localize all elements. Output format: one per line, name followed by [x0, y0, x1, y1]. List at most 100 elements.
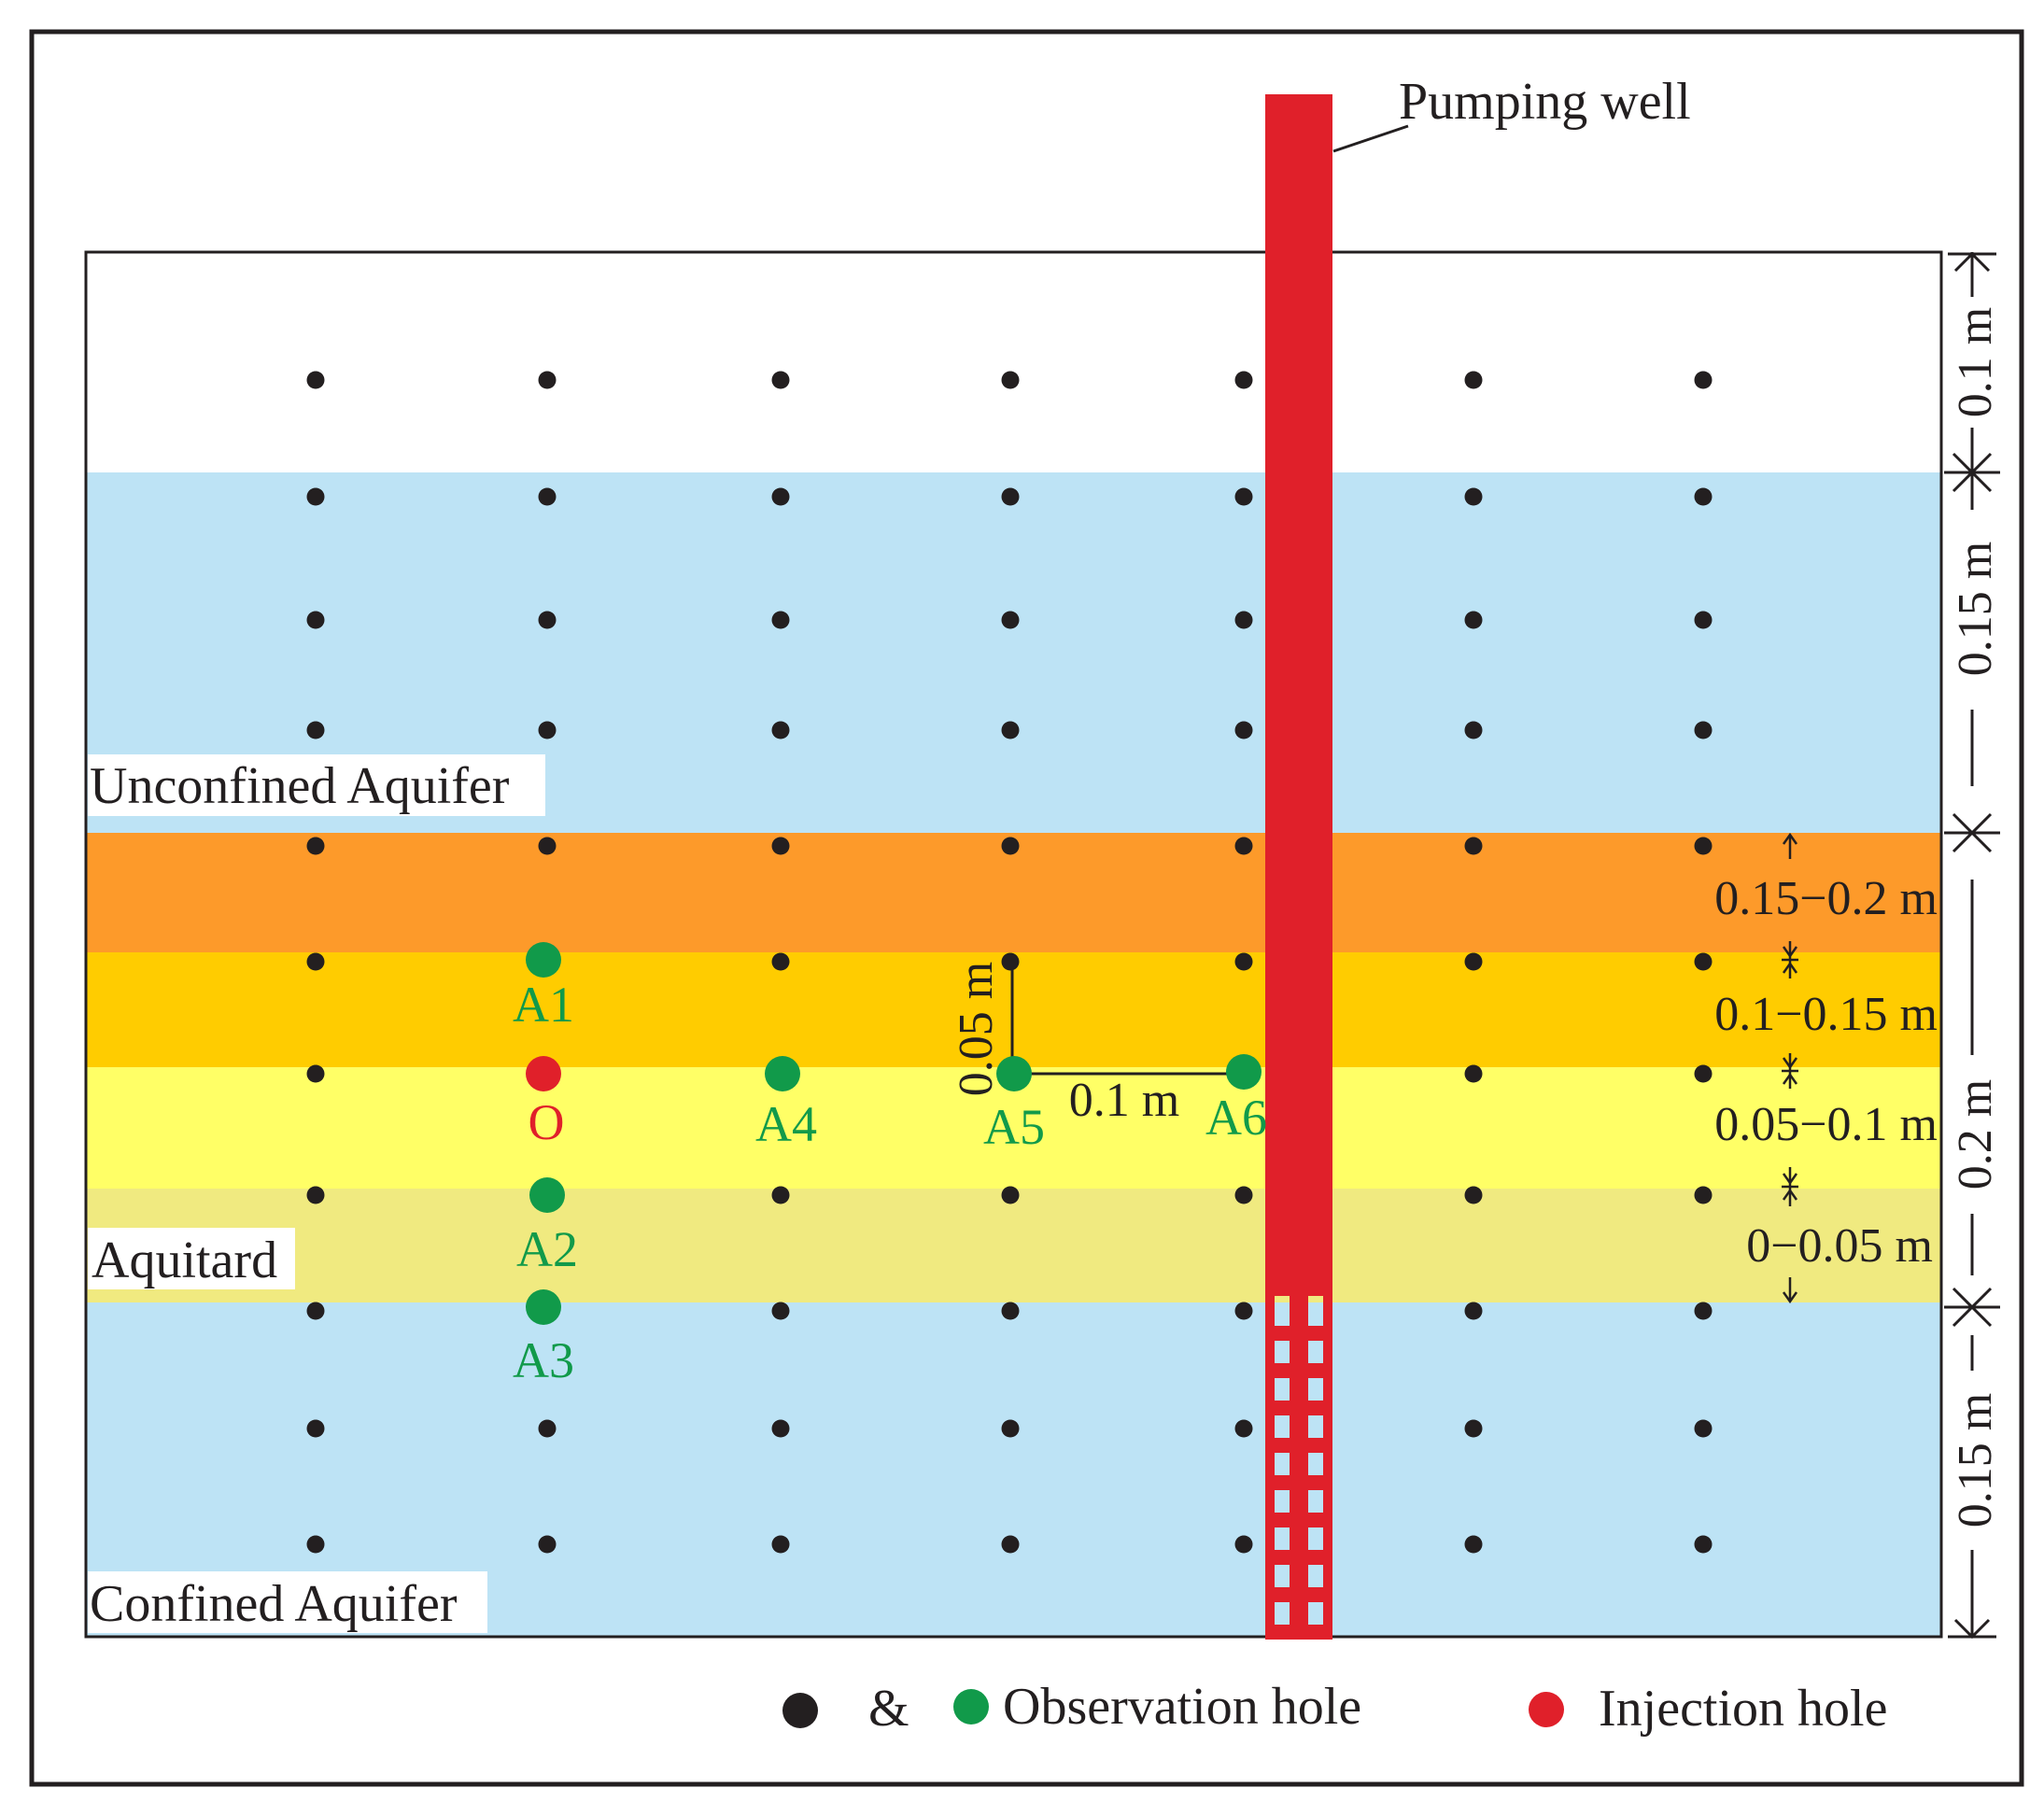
grid-dot	[306, 1064, 325, 1083]
dim-confined-label: 0.15 m	[1949, 1393, 2002, 1527]
well-leader-line	[1332, 124, 1409, 153]
grid-dot	[1001, 611, 1020, 629]
grid-dot	[306, 487, 325, 506]
grid-dot	[1464, 721, 1483, 739]
well-screen-rung	[1265, 1475, 1332, 1490]
grid-dot	[1234, 1302, 1253, 1320]
grid-dot	[1694, 1186, 1713, 1204]
dim-top-label: 0.1 m	[1949, 307, 2002, 417]
grid-dot	[1464, 611, 1483, 629]
grid-dot	[1001, 1302, 1020, 1320]
sub-layer-label-0.05-0.1: 0.05−0.1 m	[1714, 1098, 1938, 1151]
dimension-scale	[1944, 251, 2000, 1640]
grid-dot	[1001, 721, 1020, 739]
point-label-A3: A3	[513, 1332, 574, 1388]
well-screen-rung	[1265, 1363, 1332, 1378]
point-label-A2: A2	[516, 1221, 578, 1277]
grid-dot	[306, 1535, 325, 1554]
well-screen-rung	[1265, 1438, 1332, 1453]
grid-dot	[538, 1419, 557, 1438]
sub-layer-label-0.15-0.2: 0.15−0.2 m	[1714, 872, 1938, 925]
well-screen-rung	[1265, 1326, 1332, 1341]
observation-hole-A6	[1226, 1054, 1262, 1090]
well-screen-rail	[1265, 1296, 1275, 1632]
grid-dot	[306, 721, 325, 739]
grid-dot	[771, 1419, 790, 1438]
observation-hole-A2	[529, 1177, 565, 1213]
injection-hole-O	[526, 1056, 561, 1091]
grid-dot	[1234, 1186, 1253, 1204]
grid-dot	[1464, 1064, 1483, 1083]
grid-dots	[306, 371, 1713, 1554]
legend-ampersand: &	[868, 1680, 909, 1738]
grid-dot	[771, 952, 790, 971]
grid-dot	[1234, 952, 1253, 971]
label-bg	[88, 1228, 295, 1289]
legend-red-dot	[1529, 1692, 1564, 1727]
grid-dot	[1464, 1302, 1483, 1320]
model-box	[84, 250, 1943, 1639]
grid-dot	[538, 837, 557, 855]
grid-dot	[1001, 1419, 1020, 1438]
aquitard-label: Aquitard	[92, 1232, 277, 1289]
legend-injection-label: Injection hole	[1599, 1680, 1887, 1738]
unconfined-aquifer-label: Unconfined Aquifer	[90, 757, 510, 815]
grid-dot	[1234, 611, 1253, 629]
grid-dot	[771, 721, 790, 739]
grid-dot	[1464, 1186, 1483, 1204]
grid-dot	[538, 611, 557, 629]
confined-aquifer-label: Confined Aquifer	[90, 1575, 458, 1633]
grid-dot	[1694, 1419, 1713, 1438]
legend-observation-label: Observation hole	[1003, 1678, 1361, 1736]
grid-dot	[1694, 1064, 1713, 1083]
grid-dot	[306, 837, 325, 855]
grid-dot	[1001, 952, 1020, 971]
point-label-A6: A6	[1205, 1090, 1267, 1146]
point-label-A5: A5	[983, 1099, 1045, 1155]
well-screen-spine	[1290, 1296, 1308, 1632]
sub-layer-arrows	[1782, 832, 1798, 1304]
grid-dot	[1694, 1302, 1713, 1320]
grid-dot	[1464, 837, 1483, 855]
pumping-well-label: Pumping well	[1399, 73, 1691, 131]
observation-hole-A3	[526, 1289, 561, 1325]
grid-dot	[306, 371, 325, 389]
grid-dot	[1694, 371, 1713, 389]
grid-dot	[1001, 1535, 1020, 1554]
dim-aquitard-label: 0.2 m	[1949, 1079, 2002, 1190]
label-bg	[88, 754, 545, 816]
grid-dot	[771, 837, 790, 855]
grid-dot	[306, 1419, 325, 1438]
legend-green-dot	[953, 1689, 989, 1724]
point-label-A1: A1	[513, 977, 574, 1033]
grid-dot	[538, 487, 557, 506]
grid-dot	[538, 1535, 557, 1554]
grid-dot	[771, 611, 790, 629]
observation-hole-A1	[526, 942, 561, 978]
grid-dot	[1694, 487, 1713, 506]
grid-dot	[1464, 1419, 1483, 1438]
grid-dot	[1464, 371, 1483, 389]
grid-dot	[306, 952, 325, 971]
grid-dot	[771, 1302, 790, 1320]
grid-dot	[1464, 952, 1483, 971]
grid-dot	[1234, 1535, 1253, 1554]
sub-layer-label-0-0.05: 0−0.05 m	[1746, 1219, 1933, 1273]
grid-dot	[771, 487, 790, 506]
grid-dot	[1001, 487, 1020, 506]
grid-dot	[306, 1302, 325, 1320]
observation-hole-A5	[996, 1056, 1032, 1091]
grid-dot	[1001, 837, 1020, 855]
legend-black-dot	[782, 1693, 818, 1728]
grid-dot	[1464, 1535, 1483, 1554]
grid-dot	[306, 611, 325, 629]
well-screen-rung	[1265, 1401, 1332, 1415]
point-label-O: O	[529, 1094, 565, 1150]
label-bg	[88, 1571, 487, 1633]
grid-dot	[1234, 1419, 1253, 1438]
grid-dot	[1694, 1535, 1713, 1554]
aquitard-band-0-0.05	[86, 1189, 1941, 1302]
grid-dot	[771, 1535, 790, 1554]
grid-dot	[1694, 721, 1713, 739]
